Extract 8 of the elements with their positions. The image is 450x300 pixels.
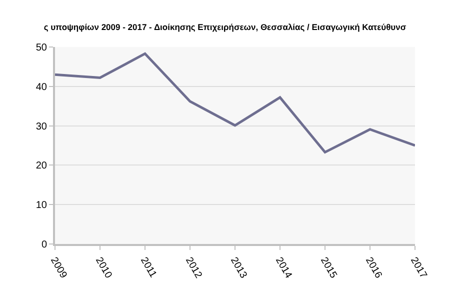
- y-tick-label: 50: [36, 42, 48, 54]
- y-tick-label: 10: [36, 200, 48, 212]
- y-tick-label: 0: [41, 240, 48, 250]
- chart-title: ς υποψηφίων 2009 - 2017 - Διοίκησης Επιχειρήσεων, Θεσσαλίας / Εισαγωγική Κατεύθυνσ: [44, 22, 406, 32]
- y-tick-label: 20: [36, 160, 48, 172]
- y-tick-label: 30: [36, 121, 48, 132]
- line-series: [55, 52, 415, 154]
- y-tick-label: 40: [36, 82, 48, 93]
